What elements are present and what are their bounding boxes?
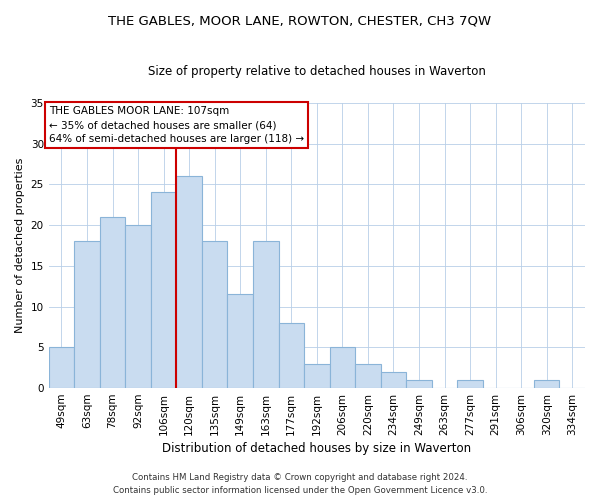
Bar xyxy=(355,364,380,388)
Bar xyxy=(125,225,151,388)
Bar xyxy=(406,380,432,388)
Y-axis label: Number of detached properties: Number of detached properties xyxy=(15,158,25,333)
Bar xyxy=(100,217,125,388)
Bar xyxy=(202,242,227,388)
Text: THE GABLES, MOOR LANE, ROWTON, CHESTER, CH3 7QW: THE GABLES, MOOR LANE, ROWTON, CHESTER, … xyxy=(109,15,491,28)
Bar xyxy=(253,242,278,388)
Bar xyxy=(151,192,176,388)
Text: Contains HM Land Registry data © Crown copyright and database right 2024.
Contai: Contains HM Land Registry data © Crown c… xyxy=(113,474,487,495)
Bar xyxy=(74,242,100,388)
Bar xyxy=(176,176,202,388)
Title: Size of property relative to detached houses in Waverton: Size of property relative to detached ho… xyxy=(148,65,486,78)
Text: THE GABLES MOOR LANE: 107sqm
← 35% of detached houses are smaller (64)
64% of se: THE GABLES MOOR LANE: 107sqm ← 35% of de… xyxy=(49,106,304,144)
Bar xyxy=(380,372,406,388)
Bar xyxy=(457,380,483,388)
Bar xyxy=(329,348,355,388)
X-axis label: Distribution of detached houses by size in Waverton: Distribution of detached houses by size … xyxy=(162,442,472,455)
Bar xyxy=(304,364,329,388)
Bar xyxy=(278,323,304,388)
Bar xyxy=(534,380,559,388)
Bar xyxy=(227,294,253,388)
Bar xyxy=(49,348,74,388)
